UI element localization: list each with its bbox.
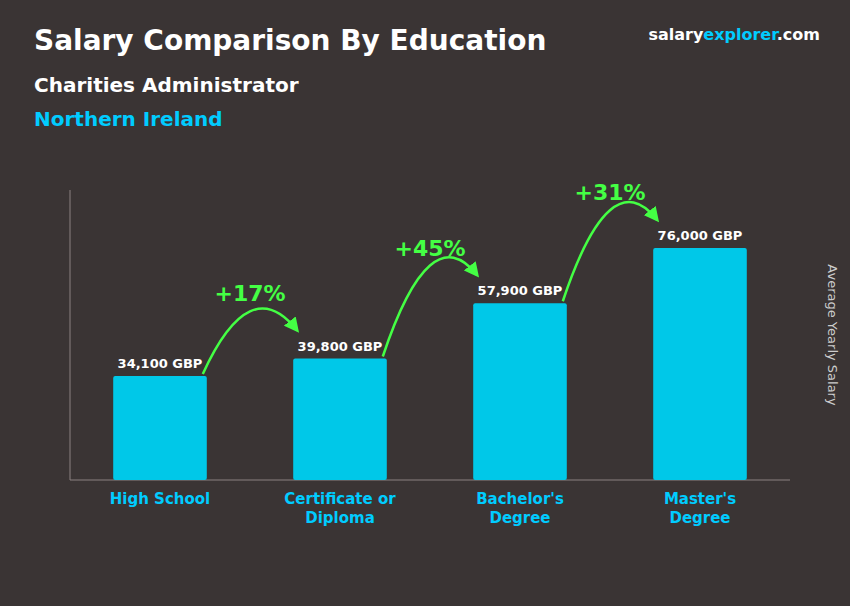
annotation: +17% xyxy=(214,281,285,306)
credit-part: .com xyxy=(777,25,820,44)
credit: salaryexplorer.com xyxy=(648,25,820,44)
bar xyxy=(113,376,207,480)
annotation: +31% xyxy=(574,180,645,205)
y-axis-label: Average Yearly Salary xyxy=(825,264,840,406)
x-tick-label: Master'sDegree xyxy=(664,490,736,527)
change-arrow xyxy=(563,202,657,301)
y-axis-line xyxy=(70,190,71,480)
x-tick-label-line: Diploma xyxy=(305,509,375,527)
data-label: 39,800 GBP xyxy=(298,339,383,354)
title: Salary Comparison By Education xyxy=(34,24,546,57)
x-tick-label: High School xyxy=(110,490,210,508)
x-tick-label-line: High School xyxy=(110,490,210,508)
background xyxy=(0,0,850,606)
x-tick-label: Certificate orDiploma xyxy=(284,490,396,527)
x-tick-label: Bachelor'sDegree xyxy=(476,490,564,527)
x-tick-label-line: Degree xyxy=(669,509,730,527)
x-tick-label-line: Bachelor's xyxy=(476,490,564,508)
subtitle: Northern Ireland xyxy=(34,107,223,131)
chart-container: Salary Comparison By Education Charities … xyxy=(0,0,850,606)
x-tick-label-line: Certificate or xyxy=(284,490,396,508)
change-arrow xyxy=(383,257,477,356)
change-arrow xyxy=(203,308,297,373)
credit-part: salary xyxy=(648,25,703,44)
bar xyxy=(473,303,567,480)
data-label: 76,000 GBP xyxy=(658,228,743,243)
annotation: +45% xyxy=(394,236,465,261)
data-label: 57,900 GBP xyxy=(478,283,563,298)
bar xyxy=(293,359,387,480)
x-tick-label-line: Degree xyxy=(489,509,550,527)
credit-part: explorer xyxy=(703,25,779,44)
chart-svg: Salary Comparison By Education Charities … xyxy=(0,0,850,606)
x-tick-label-line: Master's xyxy=(664,490,736,508)
subtitle: Charities Administrator xyxy=(34,73,299,97)
bar xyxy=(653,248,747,480)
data-label: 34,100 GBP xyxy=(118,356,203,371)
bars xyxy=(113,248,747,480)
